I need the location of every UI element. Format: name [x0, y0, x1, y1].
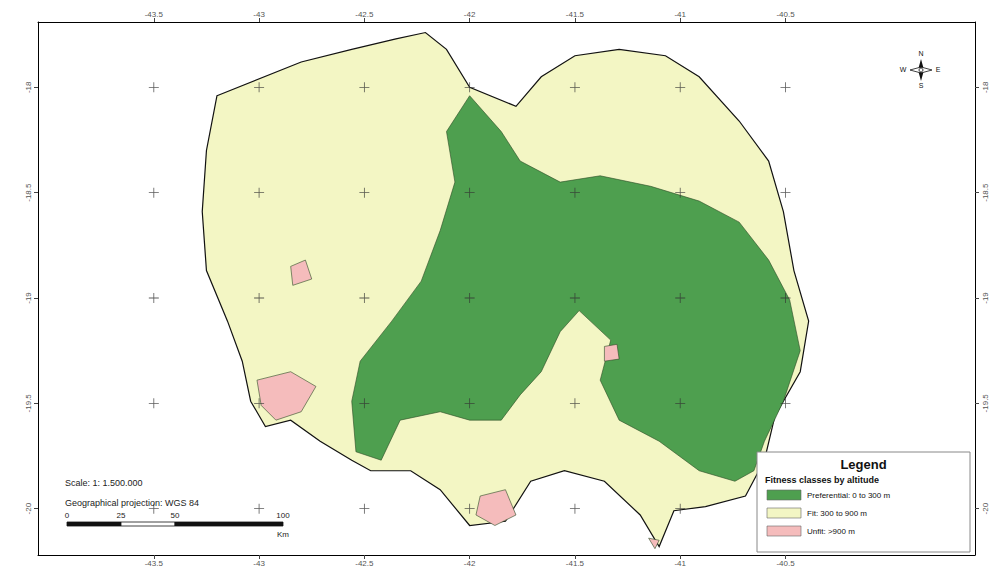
- svg-text:-41.5: -41.5: [566, 559, 585, 568]
- svg-text:50: 50: [171, 511, 180, 520]
- svg-text:Fit: 300 to 900 m: Fit: 300 to 900 m: [807, 509, 867, 518]
- svg-text:-18: -18: [981, 81, 990, 93]
- svg-text:-40.5: -40.5: [776, 559, 795, 568]
- svg-text:-41: -41: [674, 559, 686, 568]
- svg-text:-43: -43: [253, 559, 265, 568]
- svg-text:-20: -20: [24, 502, 33, 514]
- svg-text:-18.5: -18.5: [24, 183, 33, 202]
- svg-text:E: E: [936, 66, 941, 73]
- svg-text:100: 100: [276, 511, 290, 520]
- svg-text:S: S: [919, 82, 924, 89]
- svg-text:Fitness classes by altitude: Fitness classes by altitude: [765, 475, 879, 485]
- svg-text:-19: -19: [981, 292, 990, 304]
- svg-text:N: N: [918, 50, 923, 57]
- svg-text:-40.5: -40.5: [776, 10, 795, 19]
- svg-text:Geographical projection: WGS 8: Geographical projection: WGS 84: [65, 498, 199, 508]
- svg-text:-41: -41: [674, 10, 686, 19]
- svg-text:0: 0: [65, 511, 70, 520]
- svg-text:-19.5: -19.5: [981, 394, 990, 413]
- svg-text:Legend: Legend: [840, 457, 886, 472]
- svg-text:Scale: 1: 1.500.000: Scale: 1: 1.500.000: [65, 478, 143, 488]
- svg-text:Preferential: 0 to 300 m: Preferential: 0 to 300 m: [807, 491, 890, 500]
- svg-text:Km: Km: [277, 530, 289, 539]
- svg-text:-20: -20: [981, 502, 990, 514]
- svg-text:-42: -42: [464, 10, 476, 19]
- svg-text:W: W: [900, 66, 907, 73]
- svg-text:-18: -18: [24, 81, 33, 93]
- svg-text:-43.5: -43.5: [145, 559, 164, 568]
- svg-text:25: 25: [117, 511, 126, 520]
- svg-text:-42.5: -42.5: [355, 10, 374, 19]
- svg-text:-43.5: -43.5: [145, 10, 164, 19]
- svg-text:-18.5: -18.5: [981, 183, 990, 202]
- svg-text:-42: -42: [464, 559, 476, 568]
- svg-text:Unfit: >900 m: Unfit: >900 m: [807, 527, 855, 536]
- svg-text:-41.5: -41.5: [566, 10, 585, 19]
- svg-text:-42.5: -42.5: [355, 559, 374, 568]
- svg-text:-43: -43: [253, 10, 265, 19]
- svg-text:-19.5: -19.5: [24, 394, 33, 413]
- svg-text:-19: -19: [24, 292, 33, 304]
